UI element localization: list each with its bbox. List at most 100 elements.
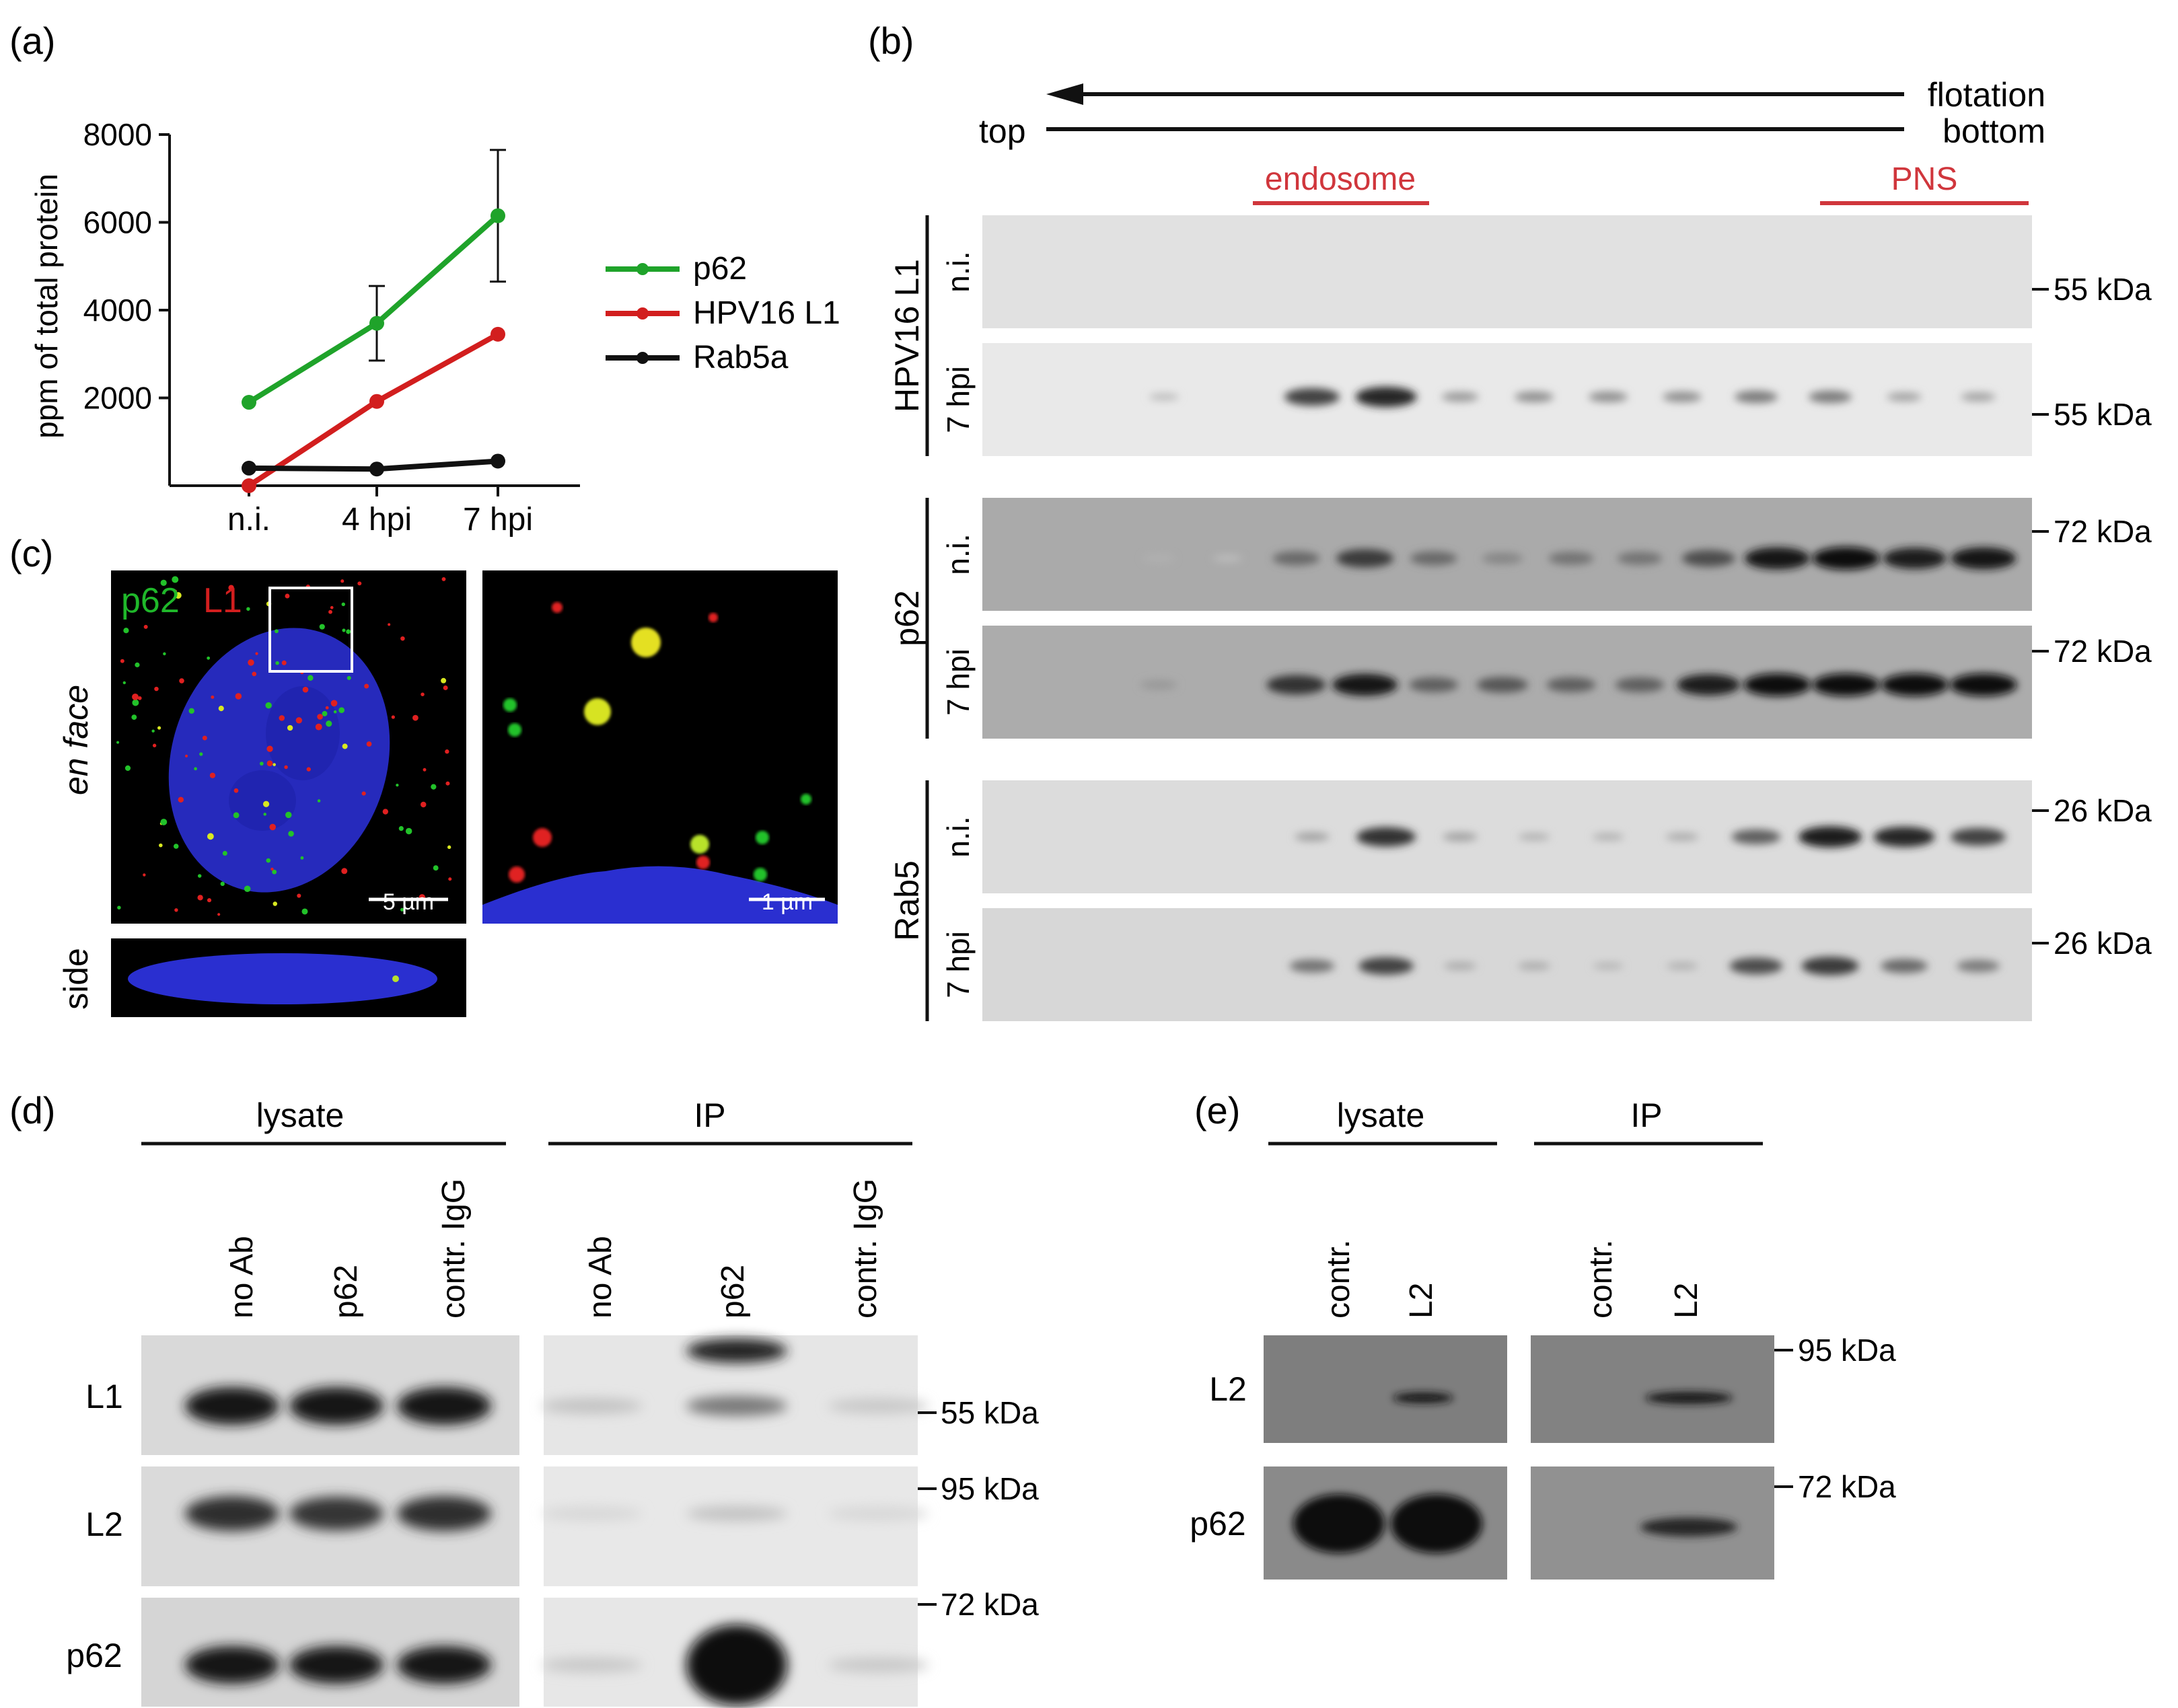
fluorescent-dot xyxy=(132,699,139,706)
fluorescent-dot xyxy=(209,772,216,778)
marker-l1-7hpi: 55 kDa xyxy=(2054,397,2152,432)
d-blot-l2-ip xyxy=(544,1466,918,1586)
blot-band xyxy=(1295,832,1330,842)
blot-band xyxy=(1957,959,2000,973)
e-lane-lys-contr: contr. xyxy=(1321,1240,1356,1319)
zoom-dot xyxy=(756,831,769,844)
blot-band xyxy=(686,1339,787,1363)
fluorescent-dot xyxy=(120,659,124,663)
fluorescent-dot xyxy=(273,901,278,906)
d-lane-ip-p62: p62 xyxy=(715,1265,751,1319)
fluorescent-dot xyxy=(366,741,372,747)
zoom-dot xyxy=(533,828,552,847)
fluorescent-dot xyxy=(218,706,224,712)
fluorescent-dot xyxy=(330,605,334,609)
blot-band xyxy=(1284,387,1340,406)
blot-band xyxy=(397,1496,491,1531)
fluorescent-dot xyxy=(346,629,351,634)
blot-band xyxy=(1744,547,1810,570)
label-en-face: en face xyxy=(57,685,95,795)
fluorescent-dot xyxy=(163,652,166,656)
blot-band xyxy=(289,1496,384,1531)
fluorescent-dot xyxy=(423,768,427,772)
blot-band xyxy=(1677,674,1741,696)
blot-band xyxy=(1645,1392,1733,1404)
fluorescent-dot xyxy=(338,707,345,714)
fluorescent-dot xyxy=(174,589,178,593)
d-row-p62: p62 xyxy=(66,1637,122,1674)
fluorescent-dot xyxy=(266,858,271,863)
blot-band xyxy=(542,1506,643,1521)
blot-band xyxy=(1961,392,1996,402)
panel-label-b: (b) xyxy=(868,20,914,62)
fluorescent-dot xyxy=(117,905,121,909)
fluorescent-dot xyxy=(266,745,273,752)
fluorescent-dot xyxy=(342,743,348,749)
scale-1um: 1 µm xyxy=(762,889,813,915)
y-tick-label: 2000 xyxy=(83,381,152,416)
blot-band xyxy=(1336,549,1394,568)
fluorescent-dot xyxy=(433,865,439,871)
fluorescent-dot xyxy=(202,735,207,741)
blot-band xyxy=(185,1387,279,1425)
fluorescent-dot xyxy=(441,677,447,683)
blot-band xyxy=(1393,1393,1453,1403)
fluorescent-dot xyxy=(228,585,234,591)
blot-band xyxy=(828,1506,929,1521)
panel-b: flotation top bottom endosome PNS HPV16 … xyxy=(888,76,2152,1021)
blot-band xyxy=(1410,551,1457,566)
zoom-dot xyxy=(503,698,517,712)
fluorescent-dot xyxy=(152,743,157,747)
label-side: side xyxy=(57,948,95,1010)
panel-d: lysate IP no Ab p62 contr. IgG no Ab p62… xyxy=(66,1097,1039,1707)
fluorescent-dot xyxy=(143,873,146,877)
fluorescent-dot xyxy=(273,763,276,766)
fluorescent-dot xyxy=(199,752,203,756)
fluorescent-dot xyxy=(197,895,203,901)
fluorescent-dot xyxy=(361,791,366,796)
blot-band xyxy=(1593,962,1624,970)
blot-band xyxy=(397,1387,491,1425)
fluorescent-dot xyxy=(443,685,448,690)
fluorescent-dot xyxy=(421,692,425,696)
d-row-l2: L2 xyxy=(85,1506,123,1543)
blot-band xyxy=(185,1646,279,1684)
blot-band xyxy=(1548,552,1594,565)
d-lane-lys-p62: p62 xyxy=(328,1265,364,1319)
fluorescent-dot xyxy=(396,783,399,787)
fluorescent-dot xyxy=(255,652,258,655)
fluorescent-dot xyxy=(124,765,131,771)
fluorescent-dot xyxy=(388,623,391,626)
blot-band xyxy=(1332,673,1398,696)
blot-band xyxy=(1589,392,1628,402)
blot-band xyxy=(1476,677,1528,693)
fluorescent-dot xyxy=(188,708,194,714)
fluorescent-dot xyxy=(330,700,338,707)
blot-band xyxy=(1640,1518,1737,1536)
e-lane-ip-contr: contr. xyxy=(1583,1240,1619,1319)
fluorescent-dot xyxy=(441,577,446,581)
e-marker-95: 95 kDa xyxy=(1798,1333,1896,1368)
fluorescent-dot xyxy=(317,799,321,803)
fluorescent-dot xyxy=(122,681,126,685)
fluorescent-dot xyxy=(295,717,303,724)
fluorescent-dot xyxy=(307,675,314,681)
e-blot-l2-lysate xyxy=(1264,1335,1507,1443)
blot-band xyxy=(1873,826,1935,848)
blot-band xyxy=(686,1625,787,1705)
blot-band xyxy=(1592,833,1624,841)
e-row-l2: L2 xyxy=(1209,1370,1247,1408)
data-point xyxy=(369,394,384,409)
fluorescent-dot xyxy=(302,686,309,693)
zoom-dot xyxy=(709,613,718,622)
fluorescent-dot xyxy=(405,827,412,835)
fluorescent-dot xyxy=(447,845,451,850)
fluorescent-dot xyxy=(275,629,279,634)
fluorescent-dot xyxy=(262,801,270,807)
fluorescent-dot xyxy=(357,581,362,586)
legend-rab5a: Rab5a xyxy=(693,340,789,375)
blot-band xyxy=(1149,393,1179,401)
panel-label-a: (a) xyxy=(9,20,55,62)
blot-band xyxy=(1883,548,1947,569)
blot-band xyxy=(1518,833,1550,841)
